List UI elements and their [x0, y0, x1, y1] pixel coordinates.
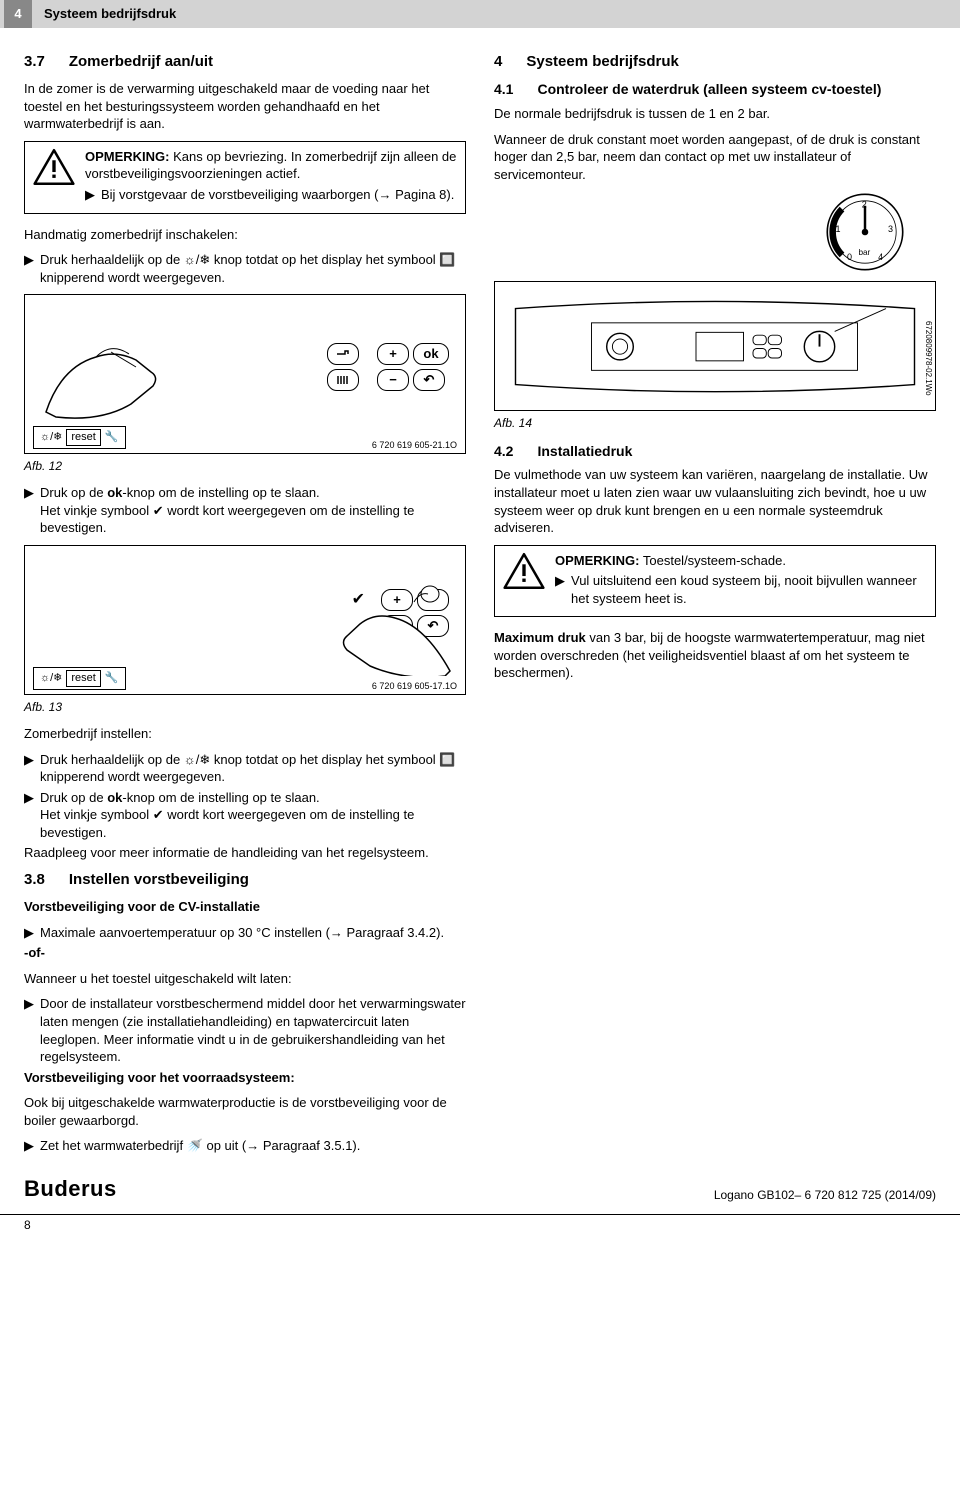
- para: Wanneer de druk constant moet worden aan…: [494, 131, 936, 184]
- plus-button: +: [377, 343, 409, 365]
- fig12-caption: Afb. 12: [24, 458, 466, 474]
- minus-button: −: [377, 369, 409, 391]
- figure-13: ✔ + − ↶: [24, 545, 466, 695]
- svg-text:0: 0: [847, 252, 852, 262]
- figure-12: + ok − ↶ ☼/❄ reset 🔧 6 720 619 605-21.1O: [24, 294, 466, 454]
- keypad-right: + ok − ↶: [377, 343, 449, 391]
- bullet: ▶Maximale aanvoertemperatuur op 30 °C in…: [24, 924, 466, 942]
- left-column: 3.7 Zomerbedrijf aan/uit In de zomer is …: [24, 46, 466, 1158]
- page-header: 4 Systeem bedrijfsdruk: [0, 0, 960, 28]
- svg-text:bar: bar: [858, 248, 870, 257]
- warning-icon: [33, 148, 75, 186]
- svg-text:1: 1: [835, 224, 840, 234]
- boiler-panel-icon: [506, 289, 924, 404]
- svg-text:3: 3: [888, 224, 893, 234]
- tap-icon: [327, 343, 359, 365]
- notice-frost: OPMERKING: Kans op bevriezing. In zomerb…: [24, 141, 466, 214]
- bullet: ▶ Druk op de ok-knop om de instelling op…: [24, 484, 466, 537]
- header-section-number: 4: [4, 0, 32, 28]
- subhead: Vorstbeveiliging voor de CV-installatie: [24, 898, 466, 916]
- bullet: ▶Door de installateur vorstbeschermend m…: [24, 995, 466, 1065]
- section-4-2: 4.2 Installatiedruk: [494, 442, 936, 461]
- section-4-1: 4.1 Controleer de waterdruk (alleen syst…: [494, 80, 936, 99]
- ok-button: ok: [413, 343, 449, 365]
- notice-system-damage: OPMERKING: Toestel/systeem-schade. ▶Vul …: [494, 545, 936, 618]
- fig13-caption: Afb. 13: [24, 699, 466, 715]
- keypad-left: [327, 343, 359, 391]
- bullet: ▶Druk herhaaldelijk op de ☼/❄ knop totda…: [24, 751, 466, 786]
- para: De vulmethode van uw systeem kan variëre…: [494, 466, 936, 536]
- bullet: ▶ Druk op de ok-knop om de instelling op…: [24, 789, 466, 842]
- header-title: Systeem bedrijfsdruk: [44, 5, 176, 23]
- para: Wanneer u het toestel uitgeschakeld wilt…: [24, 970, 466, 988]
- para: Handmatig zomerbedrijf inschakelen:: [24, 226, 466, 244]
- pressure-gauge-icon: 0 1 2 3 4 bar: [824, 191, 906, 273]
- reset-strip: ☼/❄ reset 🔧: [33, 426, 126, 449]
- bullet: ▶Druk herhaaldelijk op de ☼/❄ knop totda…: [24, 251, 466, 286]
- page-number: 8: [0, 1215, 960, 1235]
- para: In de zomer is de verwarming uitgeschake…: [24, 80, 466, 133]
- sun-snow-icon: ☼/❄: [40, 430, 62, 445]
- figure-14: 6720809978-02.1Wo: [494, 281, 936, 411]
- fig14-caption: Afb. 14: [494, 415, 936, 431]
- doc-ref: Logano GB102– 6 720 812 725 (2014/09): [714, 1187, 936, 1203]
- brand-logo: Buderus: [24, 1174, 117, 1204]
- section-3-7: 3.7 Zomerbedrijf aan/uit: [24, 52, 466, 72]
- para: De normale bedrijfsdruk is tussen de 1 e…: [494, 105, 936, 123]
- warning-icon: [503, 552, 545, 590]
- radiator-icon: [327, 369, 359, 391]
- para: Ook bij uitgeschakelde warmwaterproducti…: [24, 1094, 466, 1129]
- hand-icon: [41, 312, 181, 422]
- right-column: 4 Systeem bedrijfsdruk 4.1 Controleer de…: [494, 46, 936, 1158]
- para: Raadpleeg voor meer informatie de handle…: [24, 844, 466, 862]
- back-button: ↶: [413, 369, 445, 391]
- footer: Buderus Logano GB102– 6 720 812 725 (201…: [0, 1166, 960, 1210]
- section-4: 4 Systeem bedrijfsdruk: [494, 52, 936, 72]
- wrench-icon: 🔧: [105, 430, 119, 445]
- hand-icon: [325, 576, 455, 676]
- wrench-icon: 🔧: [105, 671, 119, 686]
- subhead: Vorstbeveiliging voor het voorraadsystee…: [24, 1069, 466, 1087]
- para: Maximum druk van 3 bar, bij de hoogste w…: [494, 629, 936, 682]
- reset-strip: ☼/❄ reset 🔧: [33, 667, 126, 690]
- or-text: -of-: [24, 944, 466, 962]
- bullet: ▶Zet het warmwaterbedrijf 🚿 op uit (→ Pa…: [24, 1137, 466, 1155]
- para: Zomerbedrijf instellen:: [24, 725, 466, 743]
- sun-snow-icon: ☼/❄: [40, 671, 62, 686]
- section-3-8: 3.8 Instellen vorstbeveiliging: [24, 870, 466, 890]
- svg-text:4: 4: [878, 252, 883, 262]
